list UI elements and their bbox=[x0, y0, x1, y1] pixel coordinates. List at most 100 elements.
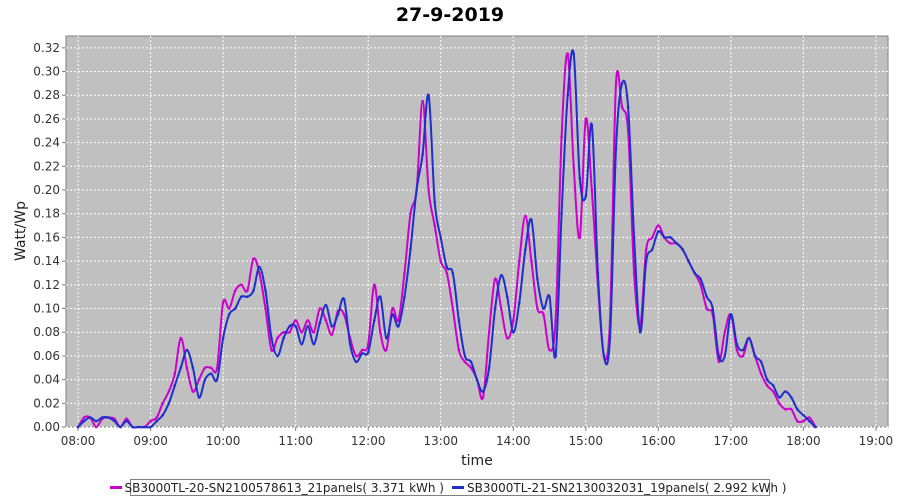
data-point-2 bbox=[451, 271, 455, 275]
data-point-1 bbox=[584, 117, 588, 121]
data-point-2 bbox=[240, 295, 243, 299]
data-point-2 bbox=[415, 188, 418, 192]
data-point-1 bbox=[227, 307, 231, 310]
data-point-1 bbox=[566, 52, 569, 56]
data-point-2 bbox=[318, 321, 322, 325]
data-point-1 bbox=[215, 366, 219, 370]
y-tick-label: 0.00 bbox=[33, 420, 60, 434]
data-point-1 bbox=[288, 330, 291, 334]
data-point-1 bbox=[264, 307, 267, 310]
data-point-2 bbox=[566, 93, 569, 97]
data-point-1 bbox=[536, 307, 539, 310]
data-point-1 bbox=[330, 333, 334, 336]
data-point-2 bbox=[475, 378, 479, 381]
data-point-2 bbox=[560, 212, 563, 215]
data-point-1 bbox=[784, 407, 787, 411]
y-tick-label: 0.20 bbox=[33, 183, 60, 197]
data-point-1 bbox=[657, 224, 660, 227]
data-point-1 bbox=[620, 105, 624, 109]
data-point-2 bbox=[397, 325, 400, 328]
grid bbox=[66, 36, 888, 428]
data-point-2 bbox=[143, 425, 146, 429]
data-point-2 bbox=[246, 295, 249, 299]
data-point-2 bbox=[191, 366, 195, 370]
data-point-1 bbox=[300, 330, 304, 334]
data-point-1 bbox=[771, 390, 775, 393]
data-point-1 bbox=[391, 307, 394, 310]
data-point-1 bbox=[651, 236, 654, 239]
data-point-2 bbox=[264, 289, 267, 293]
data-point-1 bbox=[560, 135, 563, 138]
y-tick-label: 0.04 bbox=[33, 373, 60, 387]
x-tick-label: 11:00 bbox=[278, 434, 313, 448]
data-point-1 bbox=[197, 378, 201, 381]
data-point-2 bbox=[227, 313, 231, 316]
data-point-2 bbox=[493, 307, 497, 310]
y-tick-label: 0.08 bbox=[33, 325, 60, 339]
data-point-2 bbox=[699, 277, 702, 281]
data-point-1 bbox=[717, 360, 721, 364]
series-group bbox=[76, 49, 817, 429]
data-point-1 bbox=[644, 248, 648, 251]
data-point-2 bbox=[651, 248, 654, 251]
data-point-2 bbox=[790, 396, 793, 399]
plot-area bbox=[65, 35, 889, 428]
data-point-2 bbox=[802, 413, 805, 417]
data-point-2 bbox=[421, 153, 424, 156]
data-point-2 bbox=[252, 289, 255, 293]
data-point-2 bbox=[481, 390, 485, 393]
y-tick-label: 0.10 bbox=[33, 302, 60, 316]
data-point-2 bbox=[578, 176, 582, 180]
data-point-2 bbox=[554, 354, 557, 358]
y-tick-label: 0.28 bbox=[33, 88, 60, 102]
data-point-2 bbox=[729, 313, 733, 316]
data-point-2 bbox=[366, 351, 370, 354]
legend-label-2: SB3000TL-21-SN2130032031_19panels( 2.992… bbox=[467, 480, 787, 495]
y-tick-label: 0.26 bbox=[33, 112, 60, 126]
data-point-1 bbox=[790, 407, 793, 411]
x-axis-label: time bbox=[461, 453, 493, 469]
data-point-1 bbox=[796, 419, 799, 423]
data-point-1 bbox=[499, 307, 503, 310]
data-point-2 bbox=[203, 378, 207, 381]
data-point-1 bbox=[409, 212, 412, 215]
data-point-2 bbox=[777, 396, 781, 399]
data-point-1 bbox=[312, 330, 316, 334]
data-point-2 bbox=[306, 325, 310, 328]
data-point-2 bbox=[282, 336, 285, 340]
data-point-1 bbox=[524, 214, 527, 218]
data-point-2 bbox=[294, 325, 298, 328]
data-point-2 bbox=[463, 354, 467, 358]
x-tick-label: 16:00 bbox=[641, 434, 676, 448]
data-point-2 bbox=[735, 342, 739, 346]
data-point-1 bbox=[590, 188, 594, 192]
data-point-2 bbox=[663, 236, 666, 239]
data-point-2 bbox=[300, 342, 304, 346]
data-point-1 bbox=[294, 319, 298, 322]
data-point-2 bbox=[197, 396, 201, 399]
data-point-1 bbox=[167, 390, 171, 393]
data-point-2 bbox=[602, 354, 606, 358]
data-point-1 bbox=[318, 307, 322, 310]
data-point-1 bbox=[723, 330, 727, 334]
data-point-2 bbox=[687, 259, 690, 263]
data-point-2 bbox=[487, 366, 491, 370]
data-point-2 bbox=[312, 342, 316, 346]
data-point-1 bbox=[433, 224, 437, 227]
x-tick-label: 08:00 bbox=[61, 434, 96, 448]
data-point-2 bbox=[409, 248, 412, 251]
x-tick-label: 17:00 bbox=[714, 434, 749, 448]
y-axis-label: Watt/Wp bbox=[13, 201, 29, 261]
data-point-2 bbox=[723, 354, 727, 358]
data-point-2 bbox=[385, 336, 388, 340]
data-point-2 bbox=[518, 301, 521, 304]
data-point-2 bbox=[379, 295, 382, 299]
data-point-2 bbox=[572, 52, 575, 56]
data-point-2 bbox=[373, 319, 376, 322]
data-point-2 bbox=[360, 352, 364, 355]
data-point-1 bbox=[427, 188, 430, 192]
y-tick-label: 0.06 bbox=[33, 349, 60, 363]
data-point-1 bbox=[451, 307, 455, 310]
data-point-2 bbox=[439, 236, 443, 239]
data-point-1 bbox=[554, 319, 557, 322]
